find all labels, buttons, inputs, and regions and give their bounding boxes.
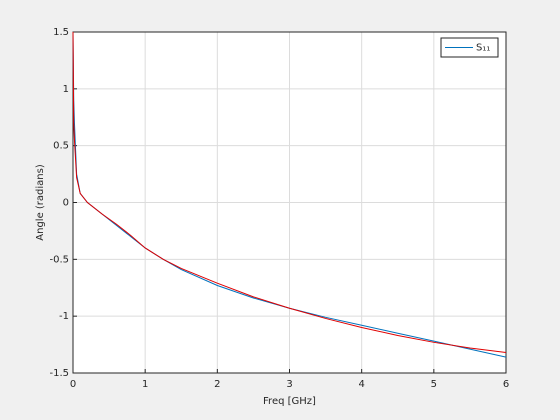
x-tick-label: 0 bbox=[70, 379, 76, 390]
x-tick-label: 5 bbox=[431, 379, 437, 390]
y-axis-label: Angle (radians) bbox=[35, 164, 46, 241]
x-tick-label: 3 bbox=[286, 379, 292, 390]
y-tick-label: -1 bbox=[59, 311, 69, 322]
y-tick-label: 0.5 bbox=[53, 141, 69, 152]
y-tick-label: 1.5 bbox=[53, 27, 69, 38]
x-axis-label: Freq [GHz] bbox=[263, 396, 316, 407]
x-tick-label: 1 bbox=[142, 379, 148, 390]
y-tick-label: 1 bbox=[63, 84, 69, 95]
x-tick-label: 2 bbox=[214, 379, 220, 390]
x-tick-label: 4 bbox=[358, 379, 364, 390]
axes-box bbox=[72, 31, 507, 374]
data-line bbox=[72, 31, 507, 354]
y-tick-label: 0 bbox=[63, 198, 69, 209]
x-tick-label: 6 bbox=[503, 379, 509, 390]
y-tick-label: -0.5 bbox=[49, 254, 69, 265]
legend-label: S₁₁ bbox=[476, 43, 490, 54]
y-tick-label: -1.5 bbox=[49, 368, 69, 379]
